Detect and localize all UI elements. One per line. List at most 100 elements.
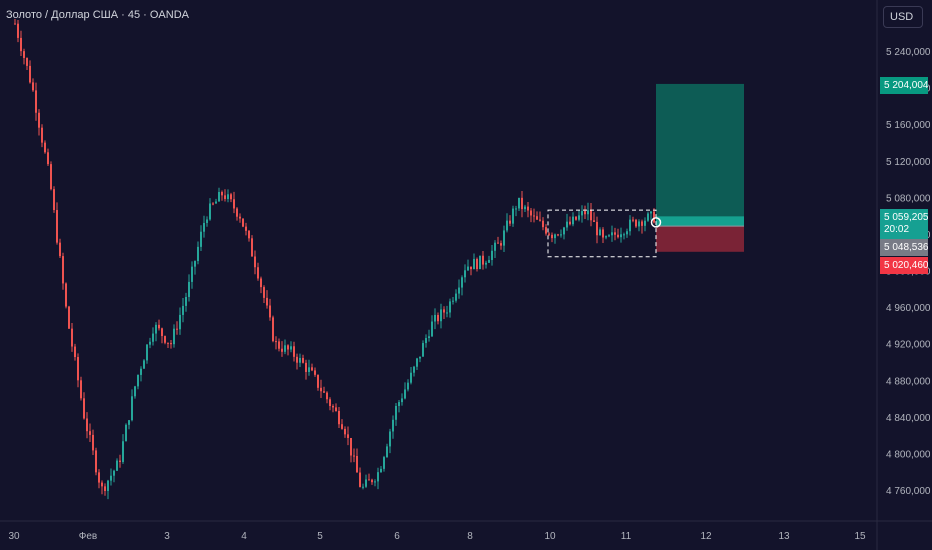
- candle-body: [374, 481, 376, 483]
- candle-body: [476, 258, 478, 270]
- candle-body: [392, 419, 394, 432]
- stop-loss-zone: [656, 226, 744, 252]
- candle-body: [35, 90, 37, 113]
- candle-body: [107, 480, 109, 491]
- candle-body: [407, 382, 409, 390]
- candle-body: [206, 219, 208, 223]
- candle-body: [413, 366, 415, 373]
- candle-body: [116, 460, 118, 471]
- candle-body: [185, 296, 187, 306]
- y-tick-label: 5 080,000: [886, 193, 931, 204]
- candle-body: [470, 266, 472, 270]
- position-zones[interactable]: [656, 83, 744, 252]
- candle-body: [200, 231, 202, 247]
- candle-body: [332, 405, 334, 408]
- candle-body: [521, 197, 523, 210]
- candle-body: [251, 238, 253, 257]
- candle-body: [146, 344, 148, 361]
- candle-body: [548, 233, 550, 235]
- candle-body: [371, 479, 373, 483]
- candle-body: [248, 230, 250, 239]
- candle-body: [305, 362, 307, 372]
- candle-body: [221, 192, 223, 196]
- candle-body: [344, 428, 346, 435]
- open-profit-zone: [656, 216, 744, 227]
- candle-body: [53, 189, 55, 211]
- candle-body: [362, 486, 364, 488]
- candle-body: [614, 232, 616, 235]
- candle-body: [545, 227, 547, 234]
- candle-body: [104, 486, 106, 491]
- candle-body: [572, 216, 574, 225]
- candle-body: [290, 346, 292, 350]
- candle-body: [197, 246, 199, 262]
- x-tick-label: Фев: [79, 531, 97, 542]
- candle-body: [575, 216, 577, 220]
- candle-body: [92, 434, 94, 451]
- candle-body: [71, 328, 73, 347]
- candle-body: [170, 343, 172, 345]
- currency-button[interactable]: USD: [883, 6, 923, 28]
- candle-body: [41, 127, 43, 143]
- candle-body: [650, 211, 652, 214]
- candle-body: [263, 287, 265, 298]
- candle-body: [359, 472, 361, 487]
- candle-body: [224, 195, 226, 199]
- candle-body: [647, 213, 649, 221]
- candle-body: [314, 370, 316, 375]
- candle-body: [218, 192, 220, 202]
- consolidation-box[interactable]: [547, 209, 662, 258]
- candle-body: [17, 23, 19, 38]
- candle-body: [143, 360, 145, 369]
- candle-body: [464, 270, 466, 278]
- candle-body: [167, 342, 169, 344]
- candle-body: [29, 65, 31, 83]
- candle-body: [425, 338, 427, 344]
- candle-body: [65, 283, 67, 307]
- candle-body: [194, 261, 196, 267]
- candle-body: [95, 450, 97, 473]
- candle-body: [461, 277, 463, 288]
- candle-body: [443, 309, 445, 313]
- candle-body: [452, 300, 454, 302]
- candle-body: [608, 235, 610, 237]
- candle-body: [494, 242, 496, 251]
- candle-body: [239, 216, 241, 219]
- candle-body: [20, 37, 22, 52]
- candle-body: [311, 367, 313, 371]
- candle-body: [236, 208, 238, 217]
- x-tick-label: 8: [467, 531, 473, 542]
- candle-body: [227, 194, 229, 199]
- candle-body: [539, 219, 541, 221]
- candle-body: [512, 208, 514, 224]
- candle-body: [482, 255, 484, 265]
- candle-body: [260, 278, 262, 288]
- candle-body: [581, 211, 583, 216]
- candle-body: [125, 424, 127, 442]
- x-tick-label: 5: [317, 531, 323, 542]
- candle-body: [275, 341, 277, 343]
- y-tick-label: 5 160,000: [886, 120, 931, 131]
- candle-body: [398, 402, 400, 406]
- candle-body: [602, 229, 604, 238]
- candle-body: [56, 210, 58, 243]
- stop-loss-price-tag: 5 020,460: [880, 257, 929, 274]
- y-tick-label: 4 760,000: [886, 486, 931, 497]
- candle-body: [524, 206, 526, 210]
- candle-body: [368, 479, 370, 481]
- candle-body: [14, 23, 16, 25]
- x-tick-label: 4: [241, 531, 247, 542]
- candle-body: [458, 287, 460, 294]
- candle-body: [593, 220, 595, 222]
- candle-body: [50, 164, 52, 190]
- candle-body: [551, 234, 553, 239]
- candle-body: [308, 367, 310, 372]
- candle-body: [347, 434, 349, 438]
- candle-body: [560, 234, 562, 236]
- candle-body: [284, 345, 286, 352]
- candle-body: [74, 346, 76, 358]
- candle-body: [110, 475, 112, 481]
- candle-body: [530, 210, 532, 216]
- candle-body: [134, 386, 136, 397]
